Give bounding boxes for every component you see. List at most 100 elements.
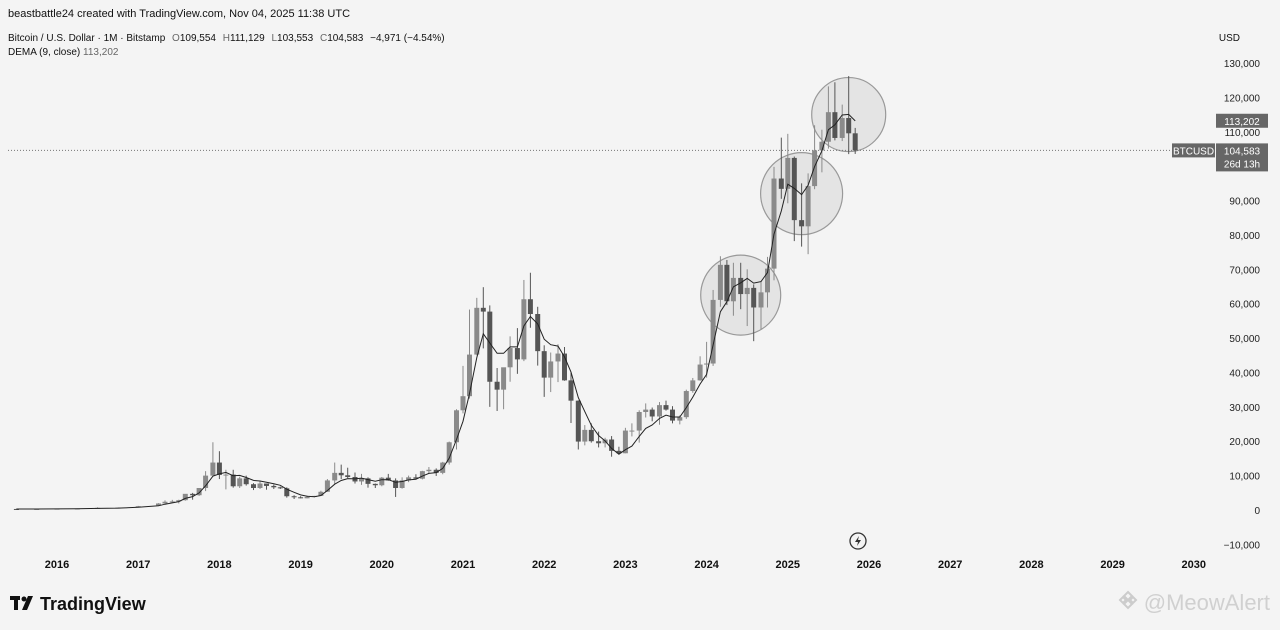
candle[interactable] [251, 483, 257, 491]
candle[interactable] [162, 500, 168, 504]
candle[interactable] [291, 495, 297, 499]
candle[interactable] [839, 104, 845, 142]
candle[interactable] [324, 479, 330, 492]
candle[interactable] [657, 402, 663, 425]
candle[interactable] [257, 480, 263, 490]
candle[interactable] [582, 425, 588, 446]
candle[interactable] [697, 356, 703, 381]
candle[interactable] [298, 496, 304, 499]
candle[interactable] [643, 403, 649, 418]
candle[interactable] [514, 328, 520, 374]
candle[interactable] [169, 499, 175, 503]
candle[interactable] [413, 474, 419, 480]
candle[interactable] [487, 305, 493, 407]
currency-label[interactable]: USD [1218, 33, 1240, 44]
candle[interactable] [399, 477, 405, 489]
candle[interactable] [426, 467, 432, 474]
candle[interactable] [345, 467, 351, 479]
candle[interactable] [568, 372, 574, 424]
candle[interactable] [785, 133, 791, 204]
candle[interactable] [203, 471, 209, 492]
candle[interactable] [365, 477, 371, 488]
candle[interactable] [825, 86, 831, 149]
candle[interactable] [210, 442, 216, 476]
candle[interactable] [156, 503, 161, 506]
candle[interactable] [805, 173, 811, 255]
candle[interactable] [852, 127, 858, 154]
candle[interactable] [609, 436, 615, 457]
candle[interactable] [765, 256, 770, 308]
candle[interactable] [588, 423, 594, 443]
candle[interactable] [419, 470, 425, 480]
candle[interactable] [710, 289, 716, 366]
candle[interactable] [724, 260, 730, 306]
candle[interactable] [182, 493, 188, 501]
candle-body [738, 277, 744, 295]
candle[interactable] [332, 462, 338, 485]
candle[interactable] [704, 341, 710, 378]
candle[interactable] [466, 309, 472, 399]
candle-body [765, 268, 770, 293]
candle[interactable] [501, 367, 507, 410]
candle[interactable] [359, 473, 364, 485]
candle[interactable] [521, 279, 527, 362]
candle[interactable] [690, 377, 696, 393]
indicator-name[interactable]: DEMA (9, close) [8, 47, 81, 58]
candle[interactable] [277, 486, 283, 490]
candle[interactable] [683, 389, 689, 419]
candle[interactable] [535, 306, 541, 366]
open-value: 109,554 [179, 33, 216, 44]
candle-body [156, 503, 161, 506]
candle[interactable] [629, 423, 635, 437]
candle[interactable] [460, 365, 466, 414]
candle[interactable] [338, 464, 344, 480]
candle[interactable] [507, 336, 513, 382]
candle[interactable] [474, 297, 480, 356]
tradingview-logo[interactable]: TradingView [10, 594, 146, 615]
candle[interactable] [738, 262, 744, 310]
candle[interactable] [196, 487, 202, 496]
x-tick-label: 2018 [207, 559, 231, 571]
candle[interactable] [717, 256, 723, 307]
candle-body [778, 178, 784, 189]
candle[interactable] [446, 441, 452, 465]
change-value: −4,971 (−4.54%) [370, 33, 445, 44]
candle[interactable] [758, 281, 764, 330]
candle[interactable] [596, 431, 602, 448]
candle-body [657, 405, 663, 417]
candle[interactable] [393, 478, 399, 497]
candle[interactable] [562, 347, 567, 381]
candle[interactable] [480, 287, 486, 349]
candle[interactable] [730, 262, 736, 316]
x-tick-label: 2020 [370, 559, 394, 571]
candle[interactable] [548, 352, 554, 393]
candle[interactable] [372, 483, 378, 488]
symbol-name[interactable]: Bitcoin / U.S. Dollar · 1M · Bitstamp [8, 33, 166, 44]
candle-body [819, 141, 825, 151]
candle[interactable] [622, 427, 628, 454]
candle[interactable] [541, 345, 547, 397]
candle[interactable] [669, 406, 675, 424]
candle[interactable] [406, 475, 412, 483]
candle[interactable] [379, 476, 385, 487]
candle[interactable] [263, 483, 269, 490]
candle[interactable] [223, 469, 229, 490]
candle[interactable] [771, 166, 777, 281]
candle[interactable] [575, 400, 581, 450]
candle[interactable] [237, 476, 243, 488]
candle[interactable] [751, 284, 757, 342]
candle[interactable] [230, 469, 236, 488]
candle[interactable] [527, 272, 533, 328]
candle[interactable] [494, 367, 500, 411]
candle[interactable] [271, 484, 277, 490]
candle[interactable] [616, 446, 622, 454]
candle[interactable] [663, 400, 669, 411]
candle[interactable] [454, 409, 460, 450]
candle[interactable] [352, 472, 358, 484]
candle[interactable] [778, 137, 784, 199]
candle[interactable] [812, 125, 818, 190]
candle[interactable] [636, 410, 642, 443]
candle[interactable] [555, 344, 561, 383]
candle[interactable] [649, 407, 655, 422]
